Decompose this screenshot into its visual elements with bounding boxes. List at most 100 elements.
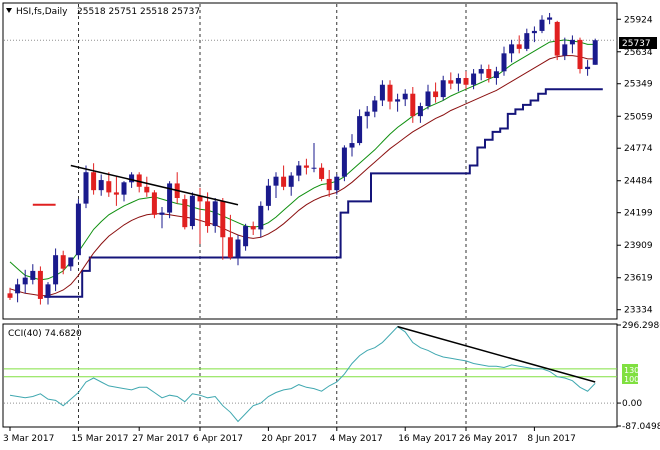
time-tick-label: 26 May 2017 xyxy=(459,434,518,444)
time-tick-label: 6 Apr 2017 xyxy=(193,434,243,444)
price-trendline xyxy=(70,164,239,206)
candle-body xyxy=(471,73,477,85)
candle-body xyxy=(319,167,325,179)
candle-body xyxy=(341,147,347,177)
cci-trendline xyxy=(397,325,596,383)
candle-body xyxy=(395,99,401,102)
candle-body xyxy=(372,100,378,112)
candle-body xyxy=(569,39,575,45)
candle-body xyxy=(303,165,309,168)
candle-body xyxy=(349,143,355,148)
candle-body xyxy=(113,192,119,195)
candle-body xyxy=(60,255,66,269)
candle-body xyxy=(243,226,249,247)
candle-body xyxy=(121,182,127,195)
time-tick-label: 16 May 2017 xyxy=(398,434,457,444)
candle-body xyxy=(182,199,188,228)
candle-body xyxy=(296,165,302,176)
candle-body xyxy=(151,192,157,215)
candle-body xyxy=(433,91,439,98)
candle-body xyxy=(448,80,454,84)
time-tick-label: 27 Mar 2017 xyxy=(132,434,189,444)
candle-body xyxy=(501,53,507,72)
ema-line xyxy=(9,55,596,297)
candle-body xyxy=(364,111,370,117)
price-tick-label: 25924 xyxy=(624,15,653,25)
candle-body xyxy=(493,71,499,79)
candle-body xyxy=(129,174,135,183)
candle-body xyxy=(250,226,256,230)
candle-body xyxy=(425,91,431,107)
candle-body xyxy=(91,172,97,191)
candle-body xyxy=(357,116,363,144)
cci-tick-label: 0.00 xyxy=(622,399,642,409)
cci-level-tag-130: 130 xyxy=(624,366,639,375)
cci-tick-label: -87.0498 xyxy=(622,422,660,432)
price-axis: 25924 25634 25349 25059 24774 24484 24199 23909… xyxy=(617,15,653,316)
candle-body xyxy=(547,17,553,20)
candle-body xyxy=(45,284,51,298)
candle-body xyxy=(402,93,408,100)
candle-body xyxy=(562,44,568,56)
candle-body xyxy=(463,78,469,85)
price-tick-label: 23909 xyxy=(624,241,653,251)
candle-body xyxy=(212,201,218,227)
collapse-triangle-icon[interactable] xyxy=(6,8,12,13)
current-price-tag xyxy=(619,37,657,49)
candle-body xyxy=(379,84,385,101)
candle-body xyxy=(37,270,43,299)
candle-body xyxy=(265,185,271,206)
time-tick-label: 3 Mar 2017 xyxy=(3,434,54,444)
candle-body xyxy=(516,44,522,49)
candle-body xyxy=(524,33,530,49)
candle-body xyxy=(106,181,112,193)
grid-lines xyxy=(4,4,617,426)
cci-tick-label: 296.2986 xyxy=(622,321,660,331)
candle-body xyxy=(288,175,294,187)
candle-body xyxy=(539,19,545,31)
candle-body xyxy=(136,174,142,187)
indicator-panel-frame xyxy=(2,323,618,428)
candle-body xyxy=(585,66,591,70)
candle-body xyxy=(531,30,537,34)
time-tick-label: 8 Jun 2017 xyxy=(527,434,575,444)
candle-body xyxy=(334,176,340,191)
candle-body xyxy=(455,78,461,84)
price-tick-label: 25349 xyxy=(624,80,653,90)
symbol-label: HSI,fs,Daily xyxy=(16,7,68,17)
time-tick-label: 15 Mar 2017 xyxy=(71,434,128,444)
candle-body xyxy=(410,93,416,117)
candlestick-series xyxy=(7,12,598,305)
candle-body xyxy=(15,284,21,294)
candle-body xyxy=(486,69,492,79)
candle-body xyxy=(68,257,74,267)
time-axis: 3 Mar 2017 15 Mar 2017 27 Mar 2017 6 Apr 20… xyxy=(3,427,576,444)
trendlines xyxy=(32,164,239,206)
cci-level-tag-100: 100 xyxy=(624,375,639,384)
candle-body xyxy=(592,40,598,65)
price-tick-label: 25634 xyxy=(624,48,653,58)
candle-body xyxy=(159,212,165,215)
candle-body xyxy=(387,84,393,102)
cci-panel: 296.2986 0.00 -87.0498 xyxy=(4,321,660,432)
candle-body xyxy=(227,237,233,258)
candle-body xyxy=(235,239,241,258)
candle-body xyxy=(22,277,28,285)
candle-body xyxy=(205,201,211,227)
candle-body xyxy=(417,106,423,117)
current-price-text: 25737 xyxy=(622,39,651,49)
price-tick-label: 24484 xyxy=(624,177,653,187)
cci-title: CCI(40) 74.6820 xyxy=(8,329,82,339)
candle-body xyxy=(167,183,173,213)
candle-body xyxy=(30,270,36,280)
ohlc-label: 25518 25751 25518 25737 xyxy=(77,7,200,17)
candle-body xyxy=(577,39,583,70)
cci-line xyxy=(9,326,596,423)
candle-body xyxy=(440,80,446,98)
candle-body xyxy=(281,176,287,187)
cci-level-tags xyxy=(622,364,638,384)
price-tick-label: 23619 xyxy=(624,274,653,284)
price-tick-label: 23334 xyxy=(624,306,653,316)
candle-body xyxy=(144,186,150,193)
candle-body xyxy=(220,201,226,238)
